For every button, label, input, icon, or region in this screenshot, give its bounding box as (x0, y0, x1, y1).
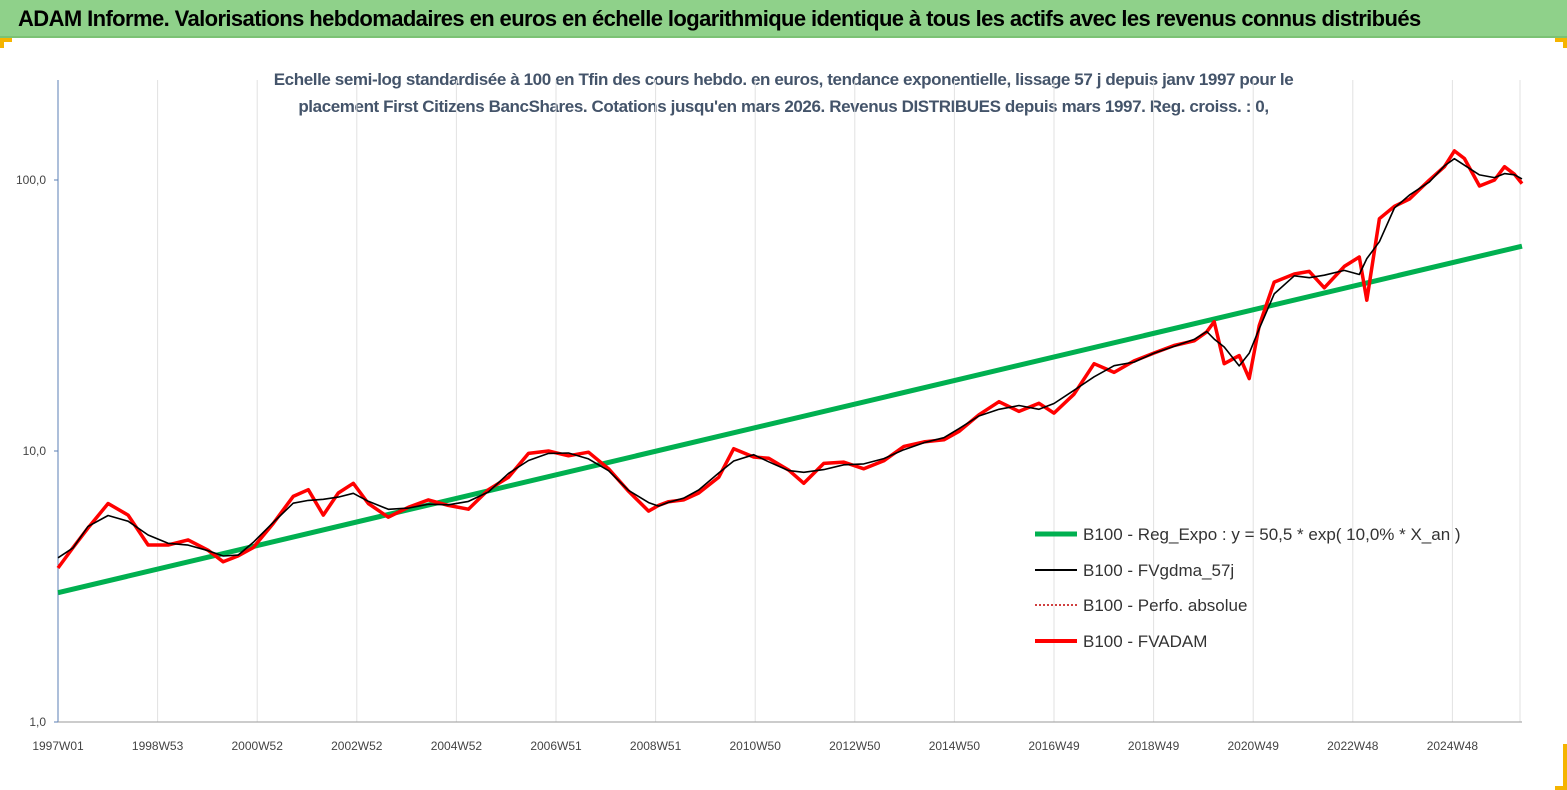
x-tick-label: 2024W48 (1427, 739, 1479, 753)
legend-label: B100 - Reg_Expo : y = 50,5 * exp( 10,0% … (1083, 525, 1461, 544)
x-tick-label: 2004W52 (431, 739, 483, 753)
report-banner: ADAM Informe. Valorisations hebdomadaire… (0, 0, 1567, 38)
x-tick-label: 2006W51 (530, 739, 582, 753)
y-tick-label: 100,0 (16, 173, 46, 187)
x-tick-label: 1997W01 (32, 739, 84, 753)
corner-accent-top-right (1563, 38, 1567, 48)
x-tick-label: 2008W51 (630, 739, 682, 753)
x-tick-label: 2010W50 (730, 739, 782, 753)
series-fvadam-line (56, 149, 1524, 570)
corner-accent-bottom-right (1555, 786, 1567, 790)
corner-accent-top-left (0, 38, 12, 42)
chart-subtitle-line-1: Echelle semi-log standardisée à 100 en T… (273, 70, 1294, 89)
chart-subtitle: Echelle semi-log standardisée à 100 en T… (0, 66, 1567, 120)
y-tick-label: 1,0 (29, 715, 46, 729)
x-tick-label: 2000W52 (232, 739, 284, 753)
chart-subtitle-line-2: placement First Citizens BancShares. Cot… (298, 97, 1269, 116)
corner-accent-top-left (0, 38, 4, 48)
x-tick-label: 2014W50 (929, 739, 981, 753)
x-tick-label: 1998W53 (132, 739, 184, 753)
x-tick-label: 2016W49 (1028, 739, 1080, 753)
report-title: ADAM Informe. Valorisations hebdomadaire… (18, 6, 1421, 31)
legend-label: B100 - Perfo. absolue (1083, 596, 1247, 615)
x-tick-label: 2002W52 (331, 739, 383, 753)
series-fvgdma-line (57, 157, 1523, 559)
x-tick-label: 2022W48 (1327, 739, 1379, 753)
corner-accent-bottom-right (1563, 744, 1567, 790)
corner-accent-top-right (1555, 38, 1567, 42)
legend-label: B100 - FVADAM (1083, 632, 1207, 651)
x-tick-label: 2012W50 (829, 739, 881, 753)
x-tick-label: 2018W49 (1128, 739, 1180, 753)
x-tick-label: 2020W49 (1228, 739, 1280, 753)
y-tick-label: 10,0 (23, 444, 47, 458)
legend-label: B100 - FVgdma_57j (1083, 561, 1234, 580)
series-reg-expo-line (57, 243, 1523, 596)
